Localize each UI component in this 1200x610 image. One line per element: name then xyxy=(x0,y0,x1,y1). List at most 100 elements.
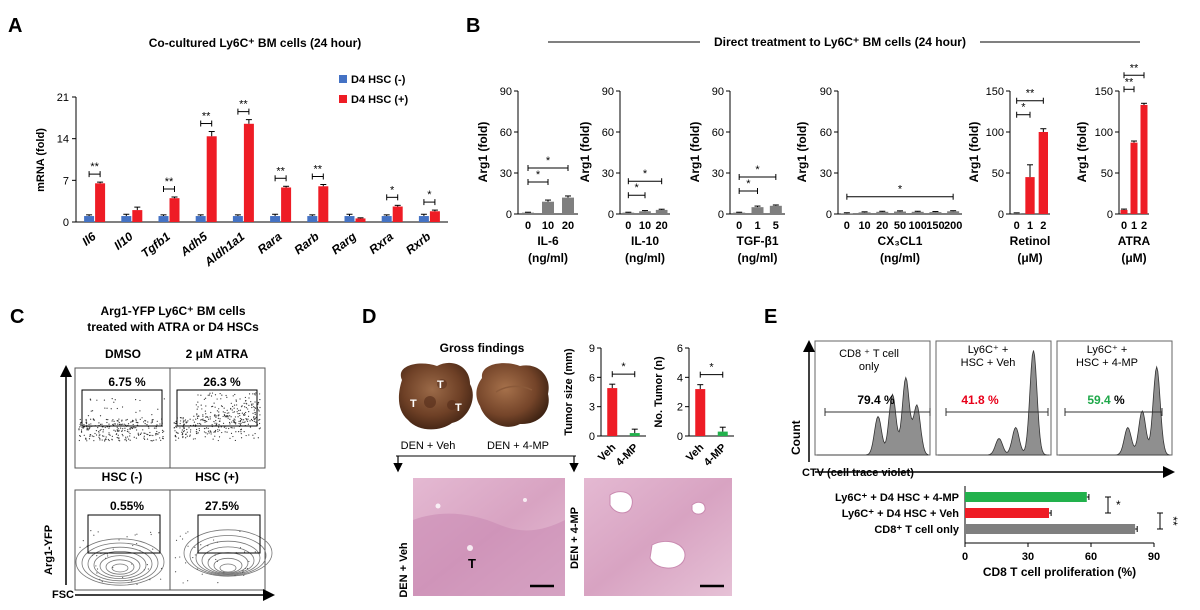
flow-event xyxy=(217,417,219,420)
flow-event xyxy=(197,423,199,425)
flow-event xyxy=(254,413,256,415)
flow-percent-atra: 26.3 % xyxy=(203,375,241,389)
flow-event xyxy=(251,419,254,422)
flow-event xyxy=(162,438,164,440)
flow-event xyxy=(186,421,188,423)
flow-event xyxy=(223,414,226,417)
flow-event xyxy=(121,419,123,421)
flow-event xyxy=(101,435,104,437)
bar xyxy=(769,205,782,214)
flow-event xyxy=(85,419,87,422)
unit-label: (ng/ml) xyxy=(625,251,665,265)
x-tick-label: 1 xyxy=(1131,220,1137,232)
treatment-label: TGF-β1 xyxy=(737,234,779,248)
flow-event xyxy=(212,438,214,440)
flow-event xyxy=(200,419,202,421)
gross-label-den-veh: DEN + Veh xyxy=(401,440,456,452)
flow-event xyxy=(240,433,242,435)
flow-event xyxy=(193,421,196,423)
y-axis-label: Tumor size (mm) xyxy=(563,348,575,436)
y-tick-label: 14 xyxy=(57,134,69,146)
flow-event xyxy=(194,546,196,548)
flow-event xyxy=(135,429,138,431)
flow-event xyxy=(85,423,88,425)
flow-event xyxy=(196,431,198,433)
bar xyxy=(243,123,254,222)
panel-a-legend: D4 HSC (-) D4 HSC (+) xyxy=(339,74,408,106)
flow-event xyxy=(230,416,232,418)
panel-b-title: Direct treatment to Ly6C⁺ BM cells (24 h… xyxy=(714,35,966,49)
flow-event xyxy=(179,535,181,537)
x-tick-label: 0 xyxy=(844,220,850,232)
flow-contour xyxy=(195,540,261,576)
flow-event xyxy=(218,411,220,413)
flow-event xyxy=(205,432,207,434)
flow-event xyxy=(198,429,201,432)
flow-event xyxy=(130,427,132,429)
flow-event xyxy=(127,423,130,425)
flow-event xyxy=(230,432,233,435)
flow-event xyxy=(248,411,250,413)
flow-event xyxy=(131,419,134,421)
flow-event xyxy=(259,406,261,409)
flow-contour xyxy=(213,557,243,574)
flow-event xyxy=(253,418,255,420)
unit-label: (ng/ml) xyxy=(738,251,778,265)
flow-event xyxy=(83,424,85,426)
flow-event xyxy=(105,438,107,440)
flow-event xyxy=(218,429,221,431)
flow-event xyxy=(85,437,87,439)
flow-event xyxy=(183,427,185,430)
flow-event xyxy=(244,421,246,423)
ctv-hist-title-1a: CD8 ⁺ T cell xyxy=(839,348,899,360)
flow-event xyxy=(129,432,131,435)
flow-event xyxy=(254,393,256,395)
flow-event xyxy=(93,435,95,438)
flow-plot-frame xyxy=(74,367,171,469)
y-tick-label: 21 xyxy=(57,92,69,104)
y-axis-label: Arg1 (fold) xyxy=(688,122,702,183)
flow-event xyxy=(98,432,100,434)
flow-event xyxy=(240,429,242,431)
significance-marker: ** xyxy=(90,161,99,173)
x-tick-label: Rarb xyxy=(291,229,321,257)
flow-event xyxy=(235,400,237,402)
flow-event xyxy=(175,436,177,438)
significance-marker: * xyxy=(536,169,541,181)
bar xyxy=(132,210,143,222)
flow-event xyxy=(121,433,123,436)
flow-event xyxy=(88,428,91,430)
flow-event xyxy=(242,571,244,574)
histology-tumor-marker-t: T xyxy=(468,556,476,571)
flow-event xyxy=(150,533,152,536)
flow-event xyxy=(230,426,232,429)
flow-event xyxy=(83,426,86,428)
y-tick-label: 150 xyxy=(1095,86,1113,98)
flow-event xyxy=(91,410,94,412)
flow-event xyxy=(210,411,212,414)
flow-event xyxy=(225,427,227,429)
flow-event xyxy=(259,393,261,395)
flow-event xyxy=(174,571,177,573)
flow-event xyxy=(247,408,249,410)
flow-event xyxy=(96,554,98,557)
flow-event xyxy=(139,433,142,435)
y-tick-label: 90 xyxy=(602,86,614,98)
flow-event xyxy=(253,409,255,411)
flow-event xyxy=(121,420,123,422)
y-tick-label: 50 xyxy=(992,168,1004,180)
flow-event xyxy=(259,427,261,429)
flow-event xyxy=(201,418,203,421)
flow-event xyxy=(82,427,84,429)
flow-event xyxy=(142,429,144,431)
flow-event xyxy=(209,392,211,394)
flow-event xyxy=(200,423,202,425)
flow-event xyxy=(243,412,246,415)
flow-event xyxy=(112,548,114,550)
flow-event xyxy=(239,420,242,423)
flow-event xyxy=(131,427,134,430)
flow-event xyxy=(225,394,227,397)
bar xyxy=(355,218,366,222)
flow-event xyxy=(210,395,213,397)
